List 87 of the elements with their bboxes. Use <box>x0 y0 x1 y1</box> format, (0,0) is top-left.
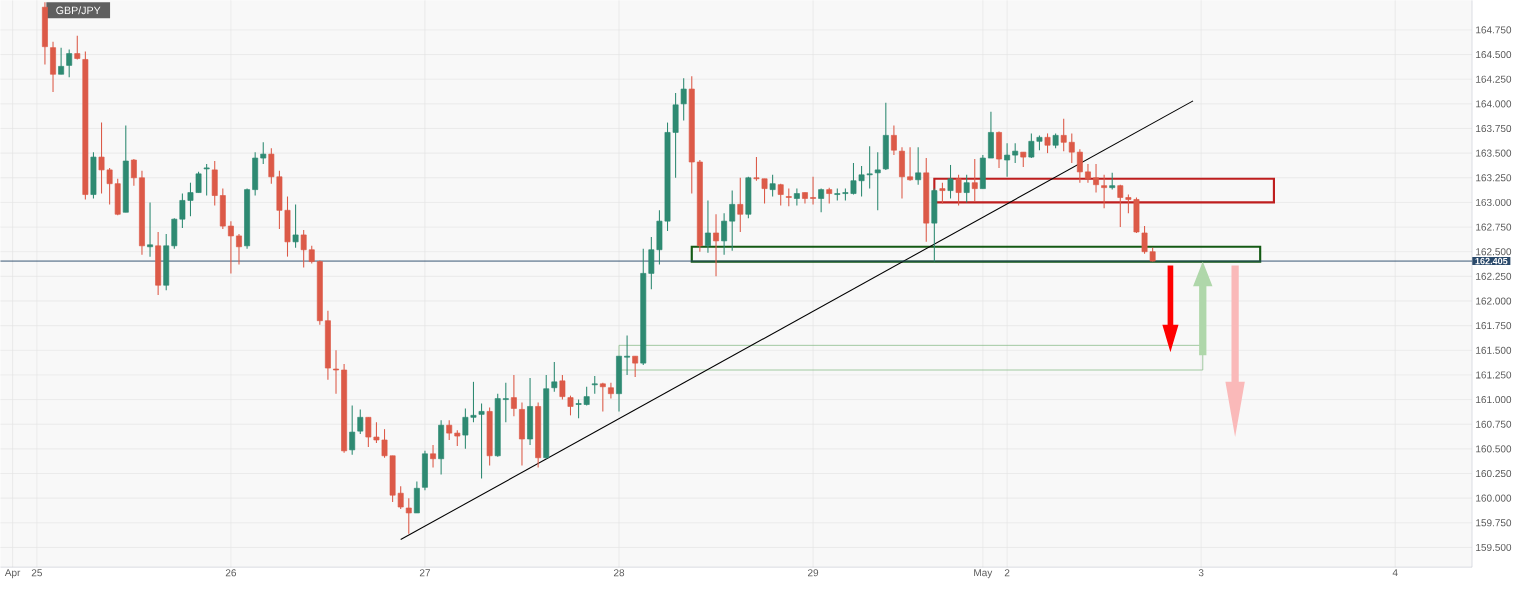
x-tick-label: 3 <box>1198 569 1204 577</box>
candlestick <box>963 174 970 203</box>
candlestick <box>292 203 299 249</box>
y-tick-label: 163.000 <box>1476 198 1512 206</box>
candlestick <box>769 174 776 197</box>
chart-title: GBP/JPY <box>56 6 101 15</box>
x-tick-label: 27 <box>419 569 431 577</box>
candlestick <box>1044 132 1051 154</box>
candlestick <box>939 182 946 204</box>
candlestick <box>955 174 962 206</box>
candlestick <box>713 213 719 277</box>
candlestick <box>1004 142 1011 178</box>
candlestick <box>874 151 881 211</box>
candlestick <box>737 177 744 233</box>
candlestick <box>1060 118 1067 152</box>
candlestick <box>971 158 978 202</box>
candlestick <box>1085 163 1091 184</box>
candlestick <box>607 382 614 400</box>
x-tick-label: 29 <box>807 569 819 577</box>
y-tick-label: 159.500 <box>1476 543 1512 551</box>
candlestick <box>446 419 453 441</box>
candlestick <box>66 49 73 78</box>
candlestick <box>810 176 816 205</box>
candlestick <box>915 146 922 186</box>
candlestick <box>1076 148 1083 184</box>
candlestick <box>203 163 210 196</box>
y-tick-label: 161.000 <box>1476 395 1512 404</box>
y-tick-label: 164.000 <box>1476 100 1512 108</box>
candlestick <box>1012 142 1019 164</box>
y-tick-label: 161.500 <box>1476 346 1512 354</box>
candlestick <box>559 374 566 401</box>
candlestick <box>510 374 517 417</box>
candlestick <box>147 201 153 258</box>
y-tick-label: 164.750 <box>1476 26 1512 34</box>
candlestick <box>236 233 242 265</box>
x-tick-label: May <box>974 569 993 579</box>
candlestick <box>624 334 631 376</box>
candlestick <box>300 229 307 268</box>
candlestick <box>349 404 356 456</box>
candlestick <box>680 77 687 122</box>
x-tick-label: Apr <box>4 569 21 579</box>
y-tick-label: 163.750 <box>1476 124 1512 132</box>
ref-line-label: 162.405 <box>1475 257 1508 265</box>
candlestick <box>1068 132 1075 164</box>
candlestick <box>890 124 897 156</box>
x-tick-label: 2 <box>1004 569 1010 577</box>
y-tick-label: 162.000 <box>1476 297 1512 305</box>
candlestick <box>1101 174 1108 209</box>
y-tick-label: 160.000 <box>1476 494 1512 502</box>
candlestick <box>502 382 509 423</box>
y-tick-label: 160.500 <box>1476 445 1512 453</box>
candlestick <box>357 408 364 435</box>
y-tick-label: 162.750 <box>1476 223 1512 231</box>
candlestick <box>478 402 485 479</box>
candlestick <box>333 349 339 395</box>
candlestick <box>947 164 954 199</box>
candlestick <box>793 188 800 206</box>
x-tick-label: 25 <box>31 569 42 577</box>
candlestick <box>227 220 234 274</box>
candlestick <box>58 47 65 75</box>
y-tick-label: 159.750 <box>1476 519 1512 527</box>
y-tick-label: 160.250 <box>1476 469 1512 477</box>
candlestick <box>907 146 914 182</box>
y-tick-label: 163.250 <box>1476 174 1512 182</box>
x-tick-label: 26 <box>225 569 237 577</box>
x-tick-label: 28 <box>613 569 625 577</box>
y-tick-label: 161.750 <box>1476 322 1512 330</box>
candlestick <box>567 395 574 416</box>
candlestick <box>430 444 436 469</box>
y-tick-label: 164.500 <box>1476 50 1512 59</box>
y-tick-label: 163.500 <box>1476 149 1512 157</box>
candlestick <box>405 497 412 535</box>
candlestick <box>705 199 711 254</box>
y-tick-label: 161.250 <box>1476 371 1512 379</box>
y-tick-label: 162.500 <box>1476 248 1512 256</box>
candlestick <box>1093 163 1099 194</box>
candlestick <box>599 382 606 412</box>
y-tick-label: 164.250 <box>1476 75 1512 83</box>
candlestick <box>632 355 639 378</box>
x-tick-label: 4 <box>1392 569 1398 577</box>
candlestick <box>260 141 267 165</box>
candlestick <box>130 158 137 187</box>
candlestick <box>729 189 736 252</box>
candlestick <box>551 361 558 393</box>
candlestick <box>721 212 728 256</box>
y-tick-label: 162.250 <box>1476 272 1512 280</box>
y-tick-label: 160.750 <box>1476 420 1512 428</box>
